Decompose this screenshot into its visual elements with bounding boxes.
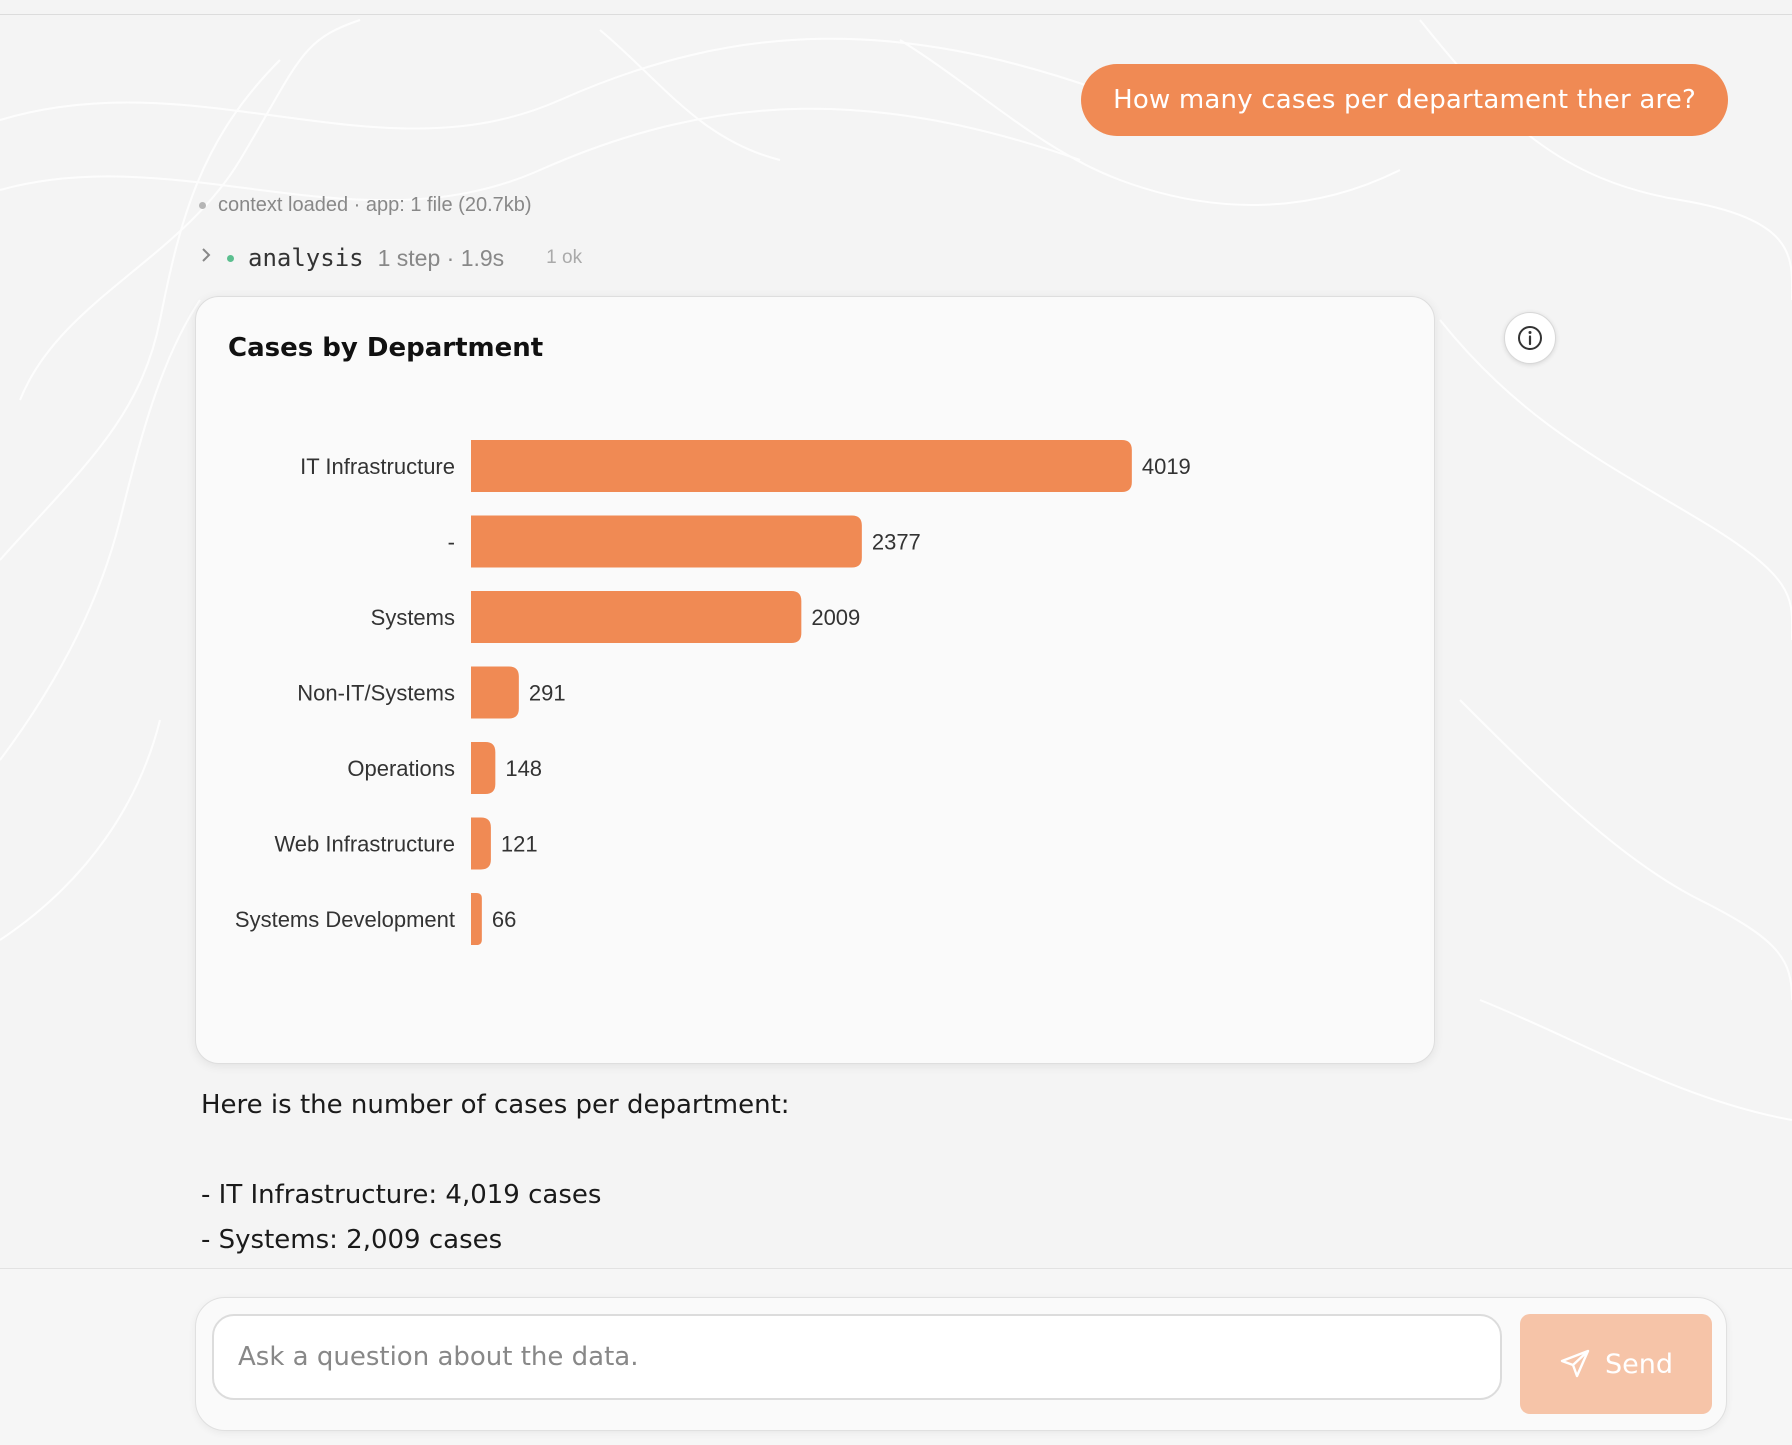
value-label: 2009 <box>811 605 860 630</box>
info-icon <box>1518 326 1542 350</box>
status-dot <box>199 202 206 209</box>
context-status: context loaded · app: 1 file (20.7kb) <box>199 194 532 217</box>
category-label: Non-IT/Systems <box>297 681 455 706</box>
paper-plane-icon <box>1560 1349 1590 1378</box>
question-input[interactable] <box>212 1314 1502 1400</box>
input-bar: Send <box>0 1268 1792 1445</box>
category-label: Systems <box>371 605 455 630</box>
value-label: 121 <box>501 832 538 857</box>
analysis-meta: 1 step · 1.9s <box>377 244 505 271</box>
answer-intro: Here is the number of cases per departme… <box>201 1090 790 1120</box>
user-message-bubble: How many cases per departament ther are? <box>1081 64 1728 136</box>
analysis-step-row[interactable]: analysis 1 step · 1.9s 1 ok <box>199 240 582 276</box>
bar-web-infrastructure <box>471 817 491 870</box>
category-label: Web Infrastructure <box>274 832 455 857</box>
bar-it-infrastructure <box>471 440 1132 492</box>
user-message-text: How many cases per departament ther are? <box>1113 85 1696 115</box>
value-label: 291 <box>529 681 566 706</box>
answer-list-item: - Systems: 2,009 cases <box>201 1225 503 1255</box>
context-status-text: context loaded · app: 1 file (20.7kb) <box>218 194 532 216</box>
bar-systems <box>471 591 802 643</box>
category-label: Operations <box>347 756 455 781</box>
top-divider <box>0 14 1792 15</box>
bar-chart: IT Infrastructure 4019 - 2377 Systems 2009 Non… <box>235 440 1191 945</box>
bar-dash <box>471 515 862 568</box>
category-label: - <box>448 530 455 555</box>
chart-title: Cases by Department <box>228 333 544 363</box>
value-label: 2377 <box>872 530 921 555</box>
analysis-status: 1 ok <box>546 247 583 268</box>
bar-operations <box>471 742 496 794</box>
info-button[interactable] <box>1504 312 1556 364</box>
chart-card: Cases by Department IT Infrastructure 401… <box>195 296 1435 1064</box>
value-label: 148 <box>505 756 542 781</box>
bar-systems-development <box>471 893 482 945</box>
category-label: Systems Development <box>235 907 455 932</box>
category-label: IT Infrastructure <box>300 454 455 479</box>
chevron-right-icon[interactable] <box>199 244 213 272</box>
answer-list-item: - IT Infrastructure: 4,019 cases <box>201 1180 602 1210</box>
bar-non-it-systems <box>471 666 519 719</box>
analysis-name: analysis <box>248 244 364 272</box>
send-button[interactable]: Send <box>1520 1314 1712 1414</box>
status-dot-ok <box>227 254 234 262</box>
composer: Send <box>195 1297 1727 1431</box>
value-label: 4019 <box>1142 454 1191 479</box>
value-label: 66 <box>492 907 516 932</box>
send-label: Send <box>1604 1348 1673 1380</box>
